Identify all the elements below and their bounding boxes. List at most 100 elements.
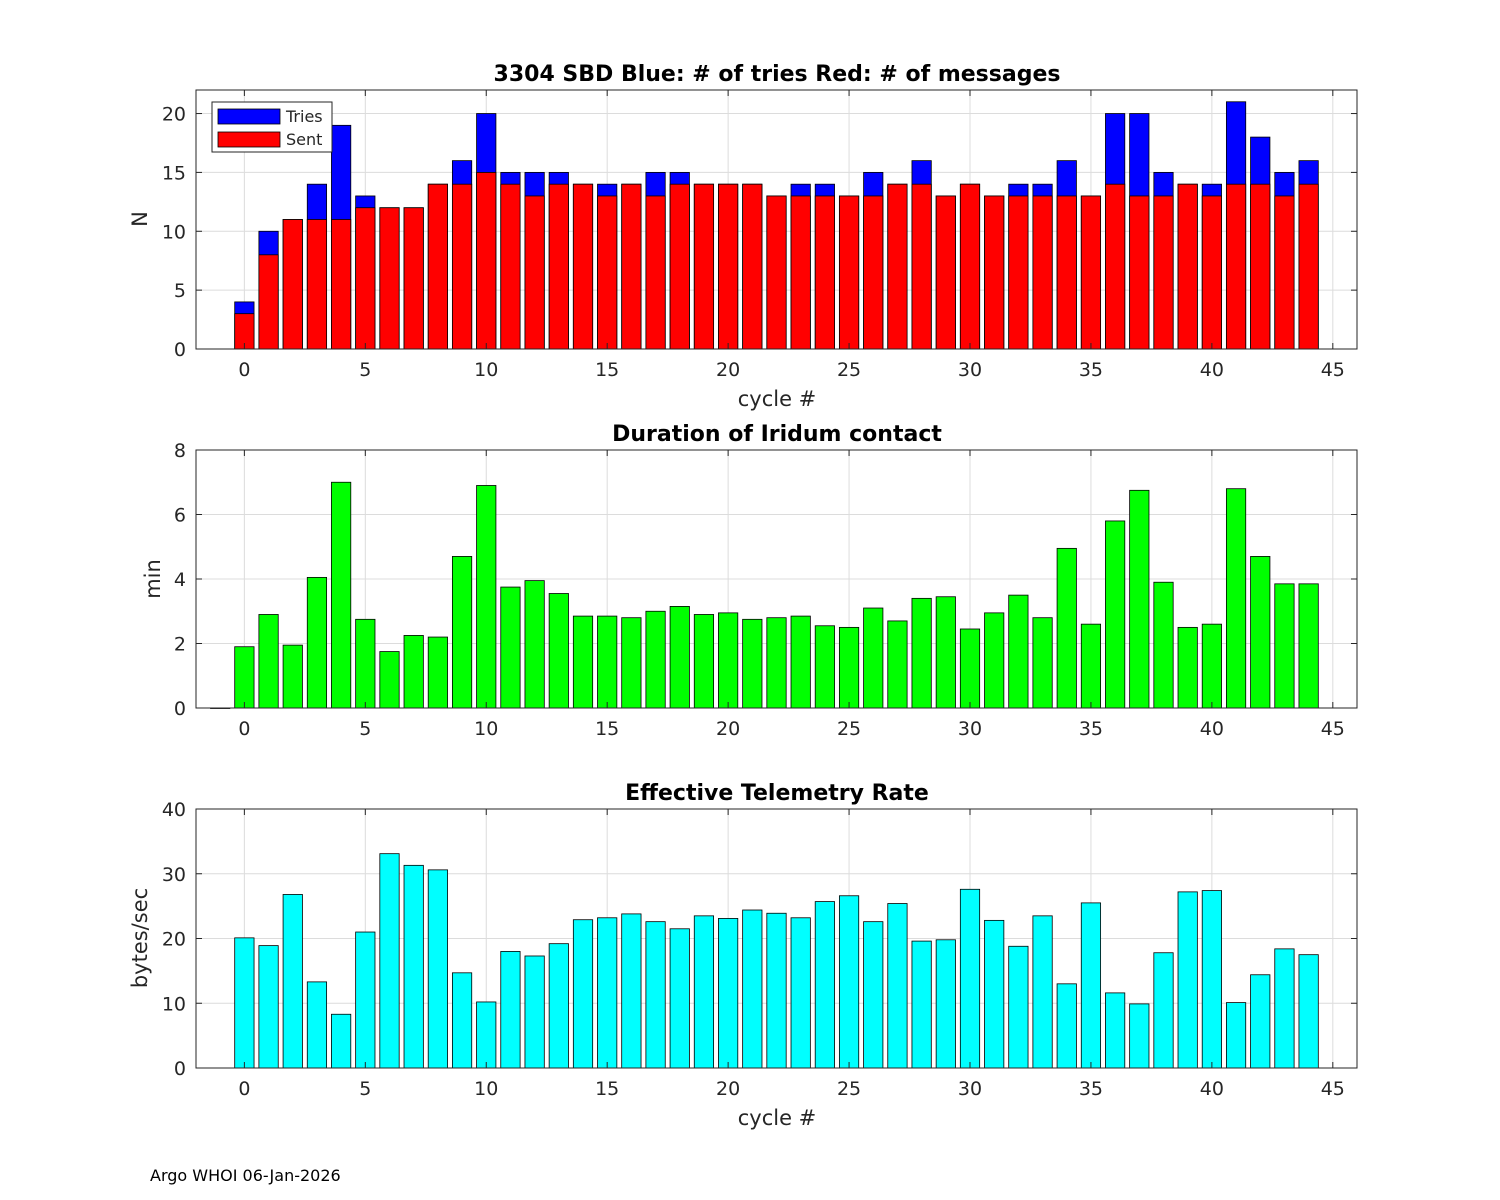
bar-sent-cycle-36 [1105,183,1126,350]
bar-duration-cycle-31 [984,612,1005,709]
bar-rate-cycle-14 [572,919,594,1069]
bar-duration-cycle-15 [597,615,618,709]
x-tick-label: 40 [1200,1078,1224,1100]
bar-duration-cycle-34 [1056,547,1077,709]
bar-sent-cycle-35 [1080,195,1102,350]
bar-sent-cycle-30 [959,183,981,350]
y-axis-label: min [141,559,165,599]
bar-sent-cycle-19 [693,183,715,350]
bar-rate-cycle-8 [427,869,448,1069]
bar-duration-cycle-0 [234,646,255,709]
y-tick-label: 20 [162,104,186,126]
bar-rate-cycle-9 [451,972,473,1069]
bar-rate-cycle-21 [742,909,763,1069]
bar-rate-cycle-39 [1177,891,1198,1069]
bar-rate-cycle-22 [766,912,787,1069]
bar-sent-cycle-3 [306,219,328,350]
bar-rate-cycle-19 [693,915,715,1069]
bar-rate-cycle-44 [1298,954,1319,1069]
bar-duration-cycle-8 [427,636,448,709]
bar-duration-cycle-43 [1274,583,1295,709]
bar-duration-cycle-20 [718,612,739,709]
bar-sent-cycle-33 [1032,195,1053,350]
bar-rate-cycle-31 [984,919,1005,1069]
bar-sent-cycle-40 [1201,195,1222,350]
x-tick-label: 45 [1321,718,1345,740]
bar-rate-cycle-23 [790,917,811,1069]
bar-rate-cycle-43 [1274,948,1295,1069]
x-tick-label: 15 [595,718,619,740]
bar-duration-cycle-39 [1177,626,1198,709]
x-tick-label: 30 [958,359,982,381]
bar-duration-cycle-3 [306,576,328,709]
bar-rate-cycle-12 [524,955,545,1069]
x-axis-label: cycle # [738,1106,817,1130]
duration-chart: Duration of Iridum contact min 0 5 10 15 20 2… [141,422,1358,740]
bar-sent-cycle-16 [621,183,642,350]
bar-duration-cycle-11 [500,586,521,709]
bar-duration-cycle-9 [451,556,473,709]
bar-rate-cycle-29 [935,939,956,1069]
bar-sent-cycle-12 [524,195,545,350]
x-tick-label: 10 [474,359,498,381]
x-tick-label: 0 [238,1078,250,1100]
bar-rate-cycle-40 [1201,890,1222,1069]
bar-sent-cycle-8 [427,183,448,350]
bar-sent-cycle-42 [1250,183,1271,350]
x-tick-label: 10 [474,1078,498,1100]
bar-sent-cycle-2 [282,219,303,350]
x-tick-label: 35 [1079,359,1103,381]
x-tick-label: 0 [238,718,250,740]
chart-title: Effective Telemetry Rate [625,781,929,806]
bar-duration-cycle-2 [282,644,303,709]
bar-rate-cycle-33 [1032,915,1053,1069]
bar-sent-cycle-1 [258,254,279,350]
bar-duration-cycle-25 [838,626,860,709]
y-tick-label: 0 [174,339,186,361]
bar-duration-cycle-30 [959,628,981,709]
bar-duration-cycle-22 [766,617,787,709]
bar-rate-cycle-20 [718,918,739,1069]
bar-duration-cycle-5 [355,618,376,709]
y-tick-label: 40 [162,799,186,821]
y-tick-label: 4 [174,569,186,591]
y-axis-label: N [128,211,152,227]
bar-sent-cycle-18 [669,183,690,350]
bar-sent-cycle-10 [476,172,497,350]
bar-sent-cycle-41 [1225,183,1247,350]
bar-rate-cycle-26 [863,921,884,1069]
bar-duration-cycle-36 [1105,520,1126,709]
x-tick-label: 25 [837,1078,861,1100]
bar-sent-cycle-22 [766,195,787,350]
bar-rate-cycle-24 [814,901,835,1069]
y-tick-label: 15 [162,162,186,184]
bar-duration-cycle-16 [621,617,642,709]
bar-rate-cycle-16 [621,913,642,1069]
bar-rate-cycle-13 [548,943,569,1069]
bar-rate-cycle-3 [306,981,328,1069]
x-tick-label: 40 [1200,718,1224,740]
bar-duration-cycle-27 [887,620,908,709]
legend-swatch-tries [217,108,281,125]
bar-rate-cycle-2 [282,894,303,1069]
bar-rate-cycle-32 [1008,945,1029,1069]
x-tick-label: 15 [595,359,619,381]
bar-duration-cycle-1 [258,614,279,709]
bar-duration-cycle-12 [524,580,545,709]
bar-sent-cycle-11 [500,183,521,350]
x-tick-label: 25 [837,359,861,381]
bar-duration-cycle-32 [1008,594,1029,709]
bar-sent-cycle-4 [331,219,352,350]
bar-sent-cycle-23 [790,195,811,350]
bar-duration-cycle-6 [379,651,400,709]
bar-duration-cycle-13 [548,593,569,709]
bar-duration-cycle-4 [331,481,352,709]
x-tick-label: 10 [474,718,498,740]
y-tick-label: 10 [162,221,186,243]
bar-sent-cycle-44 [1298,183,1319,350]
bar-sent-cycle-28 [911,183,932,350]
bar-sent-cycle-38 [1153,195,1174,350]
bar-rate-cycle-7 [403,864,424,1069]
bar-duration-cycle-33 [1032,617,1053,709]
x-axis-label: cycle # [738,387,817,411]
